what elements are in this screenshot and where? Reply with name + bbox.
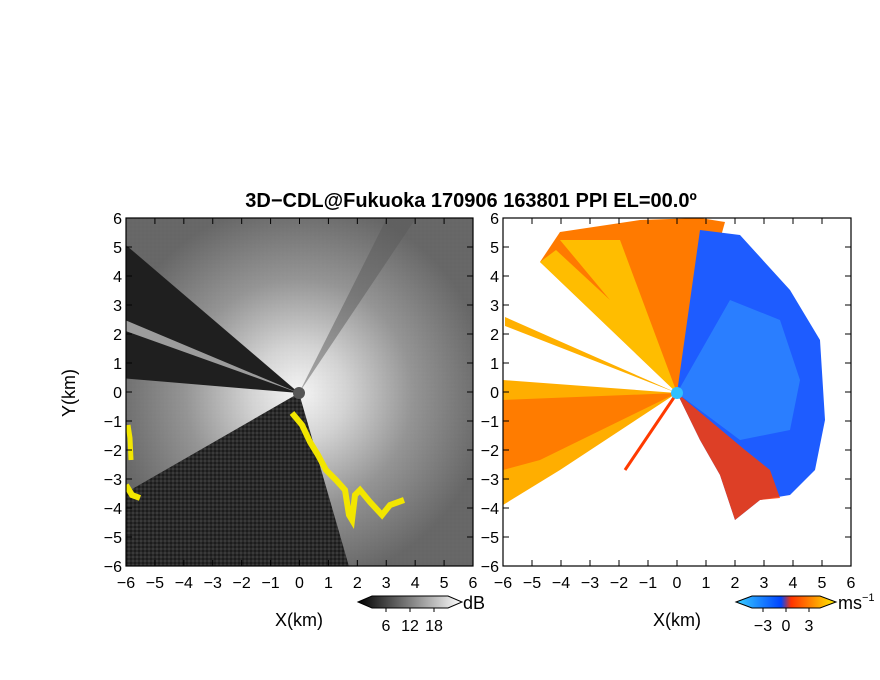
figure-title: 3D−CDL@Fukuoka 170906 163801 PPI EL=00.0… (245, 190, 697, 212)
y-tick-label: −2 (481, 443, 499, 460)
colorbar-tick-label: 6 (382, 618, 391, 635)
velocity-xlabel: X(km) (653, 610, 701, 630)
intensity-colorbar: dB 6 12 18 (356, 593, 485, 635)
x-tick-label: 1 (702, 575, 711, 592)
y-tick-label: 5 (113, 240, 122, 257)
colorbar-tick-label: 3 (805, 618, 814, 635)
x-tick-label: −1 (639, 575, 657, 592)
y-tick-label: 4 (490, 269, 499, 286)
x-tick-label: 0 (673, 575, 682, 592)
x-tick-label: 0 (295, 575, 304, 592)
y-tick-label: 6 (490, 211, 499, 228)
intensity-colorbar-unit: dB (463, 593, 485, 613)
y-tick-label: −3 (104, 472, 122, 489)
blocked-sector-lower (126, 393, 349, 566)
y-tick-label: −2 (104, 443, 122, 460)
x-tick-label: 3 (760, 575, 769, 592)
x-tick-label: 4 (789, 575, 798, 592)
x-tick-label: −2 (233, 575, 251, 592)
y-tick-label: 0 (490, 385, 499, 402)
y-tick-label: −6 (481, 559, 499, 576)
x-tick-label: −3 (581, 575, 599, 592)
y-tick-label: 5 (490, 240, 499, 257)
light-beam-left (126, 320, 299, 393)
x-tick-label: −1 (261, 575, 279, 592)
radar-site-right (671, 387, 683, 399)
highlight-edge (289, 411, 406, 530)
y-tick-label: 3 (113, 298, 122, 315)
x-tick-label: 4 (411, 575, 420, 592)
velocity-unit-base: ms (838, 593, 862, 613)
sector-warm-yellow (540, 240, 677, 393)
colorbar-tick-label: 12 (401, 618, 419, 635)
y-tick-label: 1 (490, 356, 499, 373)
highlight-lower-left (126, 483, 142, 501)
y-tick-label: 0 (113, 385, 122, 402)
x-tick-label: 3 (382, 575, 391, 592)
sector-warm-west-red (503, 393, 677, 470)
x-tick-label: −5 (146, 575, 164, 592)
x-tick-label: 2 (353, 575, 362, 592)
x-tick-label: 1 (324, 575, 333, 592)
y-tick-label: 2 (113, 327, 122, 344)
x-tick-label: −6 (117, 575, 135, 592)
colorbar-tick-label: −3 (754, 618, 772, 635)
y-tick-label: 2 (490, 327, 499, 344)
y-tick-label: 3 (490, 298, 499, 315)
x-tick-label: −3 (204, 575, 222, 592)
dark-streak-ne (299, 218, 416, 393)
velocity-colorbar-unit: ms−1 (838, 592, 875, 613)
velocity-colorbar: ms−1 −3 0 3 (734, 592, 875, 635)
y-tick-label: 1 (113, 356, 122, 373)
x-tick-label: 6 (469, 575, 478, 592)
x-tick-label: −4 (552, 575, 570, 592)
x-tick-label: 5 (440, 575, 449, 592)
x-tick-label: 2 (731, 575, 740, 592)
y-tick-label: −5 (104, 530, 122, 547)
x-tick-label: 5 (818, 575, 827, 592)
y-tick-label: −1 (481, 414, 499, 431)
beam-southwest (623, 392, 679, 471)
y-tick-label: −3 (481, 472, 499, 489)
x-tick-label: −2 (610, 575, 628, 592)
colorbar-tick-label: 0 (782, 618, 791, 635)
x-tick-label: −5 (523, 575, 541, 592)
intensity-panel (126, 218, 473, 566)
x-tick-label: −6 (494, 575, 512, 592)
x-tick-label: 6 (847, 575, 856, 592)
y-tick-label: −4 (104, 501, 122, 518)
x-tick-label: −4 (175, 575, 193, 592)
y-tick-label: 4 (113, 269, 122, 286)
highlight-left-edge (126, 424, 134, 461)
y-tick-label: −1 (104, 414, 122, 431)
velocity-unit-exponent: −1 (862, 592, 875, 604)
blocked-sector-upper (126, 245, 299, 393)
sector-red-south (677, 393, 780, 520)
colorbar-tick-label: 18 (425, 618, 443, 635)
intensity-xlabel: X(km) (275, 610, 323, 630)
beam-west (505, 317, 677, 393)
y-tick-label: 6 (113, 211, 122, 228)
intensity-ylabel: Y(km) (59, 369, 79, 417)
y-tick-label: −6 (104, 559, 122, 576)
velocity-panel (503, 218, 851, 566)
y-tick-label: −5 (481, 530, 499, 547)
y-tick-label: −4 (481, 501, 499, 518)
radar-site (293, 387, 305, 399)
sector-cold-light (677, 300, 800, 440)
